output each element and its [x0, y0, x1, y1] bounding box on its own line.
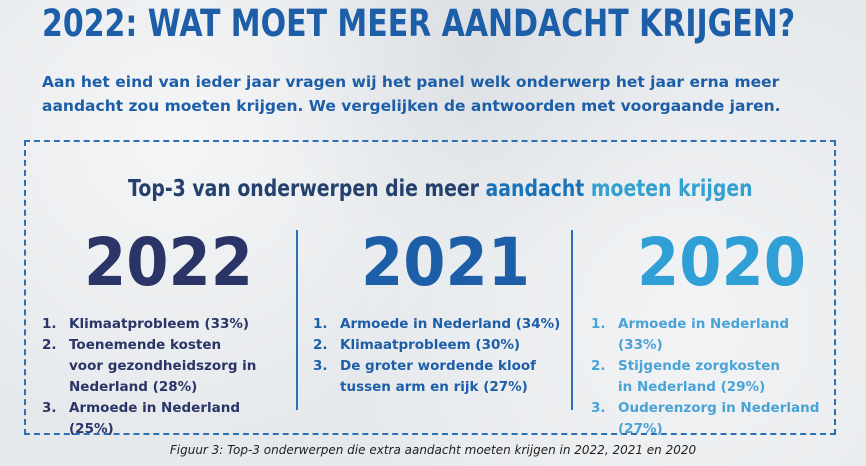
column-2020: 2020 1. Armoede in Nederland (33%) 2. Stij…: [591, 230, 831, 440]
item-number: 3.: [42, 400, 57, 416]
year-heading-2022: 2022: [84, 224, 254, 301]
topic-list-2021: 1. Armoede in Nederland (34%) 2. Klimaatpr…: [313, 314, 563, 398]
topic-list-2022: 1. Klimaatprobleem (33%) 2. Toenemende kos…: [42, 314, 287, 440]
item-number: 2.: [591, 358, 606, 374]
column-2022: 2022 1. Klimaatprobleem (33%) 2. Toenemend…: [42, 230, 287, 440]
figure-caption: Figuur 3: Top-3 onderwerpen die extra aa…: [169, 443, 697, 457]
list-item: 1. Armoede in Nederland (33%): [591, 314, 831, 356]
page-title: 2022: WAT MOET MEER AANDACHT KRIJGEN?: [42, 2, 796, 45]
column-divider-2: [571, 230, 573, 410]
list-item: 3. Ouderenzorg in Nederland (27%): [591, 398, 823, 440]
list-item: 2. Stijgende zorgkosten in Nederland (29%…: [591, 356, 798, 398]
year-heading-2020: 2020: [637, 224, 807, 301]
subtitle-part-2: aandacht: [485, 176, 585, 202]
item-number: 3.: [591, 400, 606, 416]
dashed-frame: [24, 140, 836, 435]
item-text: Armoede in Nederland (25%): [69, 400, 241, 437]
item-number: 2.: [313, 337, 328, 353]
column-2021: 2021 1. Armoede in Nederland (34%) 2. Klim…: [313, 230, 563, 398]
item-text: De groter wordende kloof tussen arm en r…: [340, 358, 537, 395]
list-item: 3. De groter wordende kloof tussen arm en…: [313, 356, 555, 398]
item-number: 1.: [42, 316, 57, 332]
list-item: 1. Klimaatprobleem (33%): [42, 314, 287, 335]
list-item: 2. Toenemende kosten voor gezondheidszorg…: [42, 335, 259, 398]
list-item: 2. Klimaatprobleem (30%): [313, 335, 563, 356]
item-text: Armoede in Nederland (33%): [618, 316, 790, 353]
subtitle-part-3: moeten krijgen: [590, 176, 753, 202]
topic-list-2020: 1. Armoede in Nederland (33%) 2. Stijgende…: [591, 314, 831, 440]
item-number: 2.: [42, 337, 57, 353]
item-text: Klimaatprobleem (33%): [69, 316, 250, 332]
item-text: Toenemende kosten voor gezondheidszorg i…: [69, 337, 257, 395]
item-text: Stijgende zorgkosten in Nederland (29%): [618, 358, 780, 395]
list-item: 3. Armoede in Nederland (25%): [42, 398, 287, 440]
panel-subtitle: Top-3 van onderwerpen die meer aandacht …: [128, 176, 753, 202]
list-item: 1. Armoede in Nederland (34%): [313, 314, 563, 335]
item-number: 3.: [313, 358, 328, 374]
column-divider-1: [296, 230, 298, 410]
item-text: Klimaatprobleem (30%): [340, 337, 521, 353]
item-number: 1.: [313, 316, 328, 332]
year-heading-2021: 2021: [361, 224, 531, 301]
intro-text: Aan het eind van ieder jaar vragen wij h…: [42, 73, 781, 115]
item-text: Ouderenzorg in Nederland (27%): [618, 400, 820, 437]
item-number: 1.: [591, 316, 606, 332]
item-text: Armoede in Nederland (34%): [340, 316, 561, 332]
subtitle-part-1: Top-3 van onderwerpen die meer: [128, 176, 479, 202]
